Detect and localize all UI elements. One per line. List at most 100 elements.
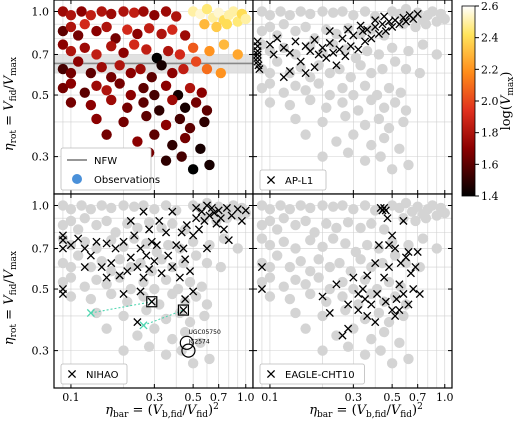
observation-point: [190, 56, 202, 67]
observation-point-grey: [394, 143, 405, 155]
eagle-point: [344, 324, 353, 333]
legend-box: [259, 363, 365, 385]
observation-point-grey: [420, 212, 432, 224]
x-tick-label: 0.7: [409, 391, 427, 404]
observation-point: [85, 67, 97, 79]
observation-point: [199, 116, 210, 128]
observation-point: [179, 102, 191, 113]
ap-l1-point: [335, 45, 344, 54]
observation-point-grey: [256, 82, 268, 94]
ap-l1-point: [329, 48, 338, 57]
observation-point-grey: [309, 33, 320, 44]
observation-point-grey: [359, 200, 371, 211]
ap-l1-point: [413, 9, 422, 18]
observation-point-grey: [278, 281, 289, 292]
observation-point-grey: [184, 276, 196, 288]
observation-point: [79, 42, 90, 53]
observation-point-grey: [398, 310, 409, 322]
x-tick-label: 0.7: [210, 391, 228, 404]
observation-point-grey: [412, 7, 423, 18]
nihao-point: [139, 207, 148, 216]
eagle-point: [399, 216, 408, 225]
eagle-point: [395, 305, 404, 315]
observation-point: [143, 23, 155, 34]
nihao-point: [155, 216, 164, 225]
observation-point-grey: [331, 222, 342, 234]
observation-point-grey: [353, 105, 364, 116]
observation-point: [110, 33, 121, 44]
ap-l1-point: [310, 63, 319, 72]
y-axis-label: ηrot = Vfid/Vmax: [2, 57, 19, 151]
observation-point-grey: [359, 119, 371, 131]
nihao-point: [115, 271, 124, 280]
observation-point-grey: [187, 358, 199, 369]
nihao-point: [197, 207, 206, 216]
y-axis-label-lower: ηrot = Vfid/Vmax: [2, 251, 19, 345]
observation-point-grey: [324, 67, 336, 79]
observation-point-grey: [342, 341, 354, 352]
observation-point: [232, 16, 243, 27]
observation-point-grey: [271, 56, 283, 67]
observation-point: [128, 7, 140, 18]
eagle-point: [404, 247, 413, 257]
nihao-point: [192, 214, 201, 223]
observation-point-grey: [101, 215, 112, 227]
observation-point-grey: [378, 132, 390, 144]
observation-point-grey: [154, 299, 165, 310]
nihao-point: [147, 237, 156, 246]
observation-point-grey: [114, 272, 125, 283]
nihao-point: [58, 236, 68, 245]
ap-l1-point: [401, 17, 411, 26]
observation-point-grey: [386, 358, 398, 369]
observation-point-grey: [57, 257, 69, 269]
ap-l1-point: [314, 50, 323, 59]
eagle-point: [360, 295, 370, 304]
observation-point: [199, 18, 210, 30]
observation-point-grey: [313, 78, 324, 89]
observation-point-grey: [256, 257, 268, 269]
legend-cross-marker: [266, 369, 276, 379]
legend-label: EAGLE-CHT10: [285, 370, 355, 381]
ap-l1-point: [378, 20, 387, 29]
ap-l1-point: [341, 52, 350, 61]
observation-point: [240, 13, 251, 25]
observation-point: [201, 3, 213, 15]
observation-point-grey: [337, 200, 348, 211]
observation-point-grey: [284, 9, 296, 21]
observation-point: [160, 6, 172, 17]
observation-point-grey: [91, 219, 102, 231]
observation-point-grey: [118, 241, 129, 252]
observation-point-grey: [427, 6, 438, 17]
eagle-point: [363, 271, 372, 280]
y-tick-label: 0.7: [32, 242, 50, 255]
observation-point-grey: [167, 218, 178, 229]
ap-l1-point: [285, 48, 294, 57]
nihao-point: [216, 214, 225, 223]
nihao-point: [219, 225, 228, 234]
observation-point-grey: [290, 25, 301, 37]
observation-point-grey: [65, 261, 77, 273]
nihao-point: [130, 231, 139, 240]
observation-point-grey: [149, 203, 160, 215]
observation-point: [195, 143, 206, 155]
nihao-point: [58, 244, 68, 253]
eagle-point: [373, 289, 382, 299]
observation-point-grey: [179, 296, 191, 307]
observation-point-grey: [284, 293, 296, 305]
y-tick-label: 0.3: [32, 345, 50, 358]
nihao-circle-marker: [181, 343, 196, 358]
plot-area: [53, 0, 253, 194]
ap-l1-point: [358, 27, 367, 36]
observation-point-grey: [373, 243, 385, 254]
observation-point: [57, 6, 69, 17]
observation-point: [65, 9, 77, 21]
observation-point-grey: [201, 299, 213, 310]
observation-point-grey: [187, 236, 199, 247]
eagle-point: [363, 311, 372, 320]
observation-point: [57, 25, 69, 37]
observation-point-grey: [395, 281, 406, 292]
observation-point-grey: [377, 63, 388, 75]
eagle-point: [399, 289, 408, 299]
observation-point-grey: [178, 257, 189, 269]
observation-point-grey: [373, 49, 385, 60]
